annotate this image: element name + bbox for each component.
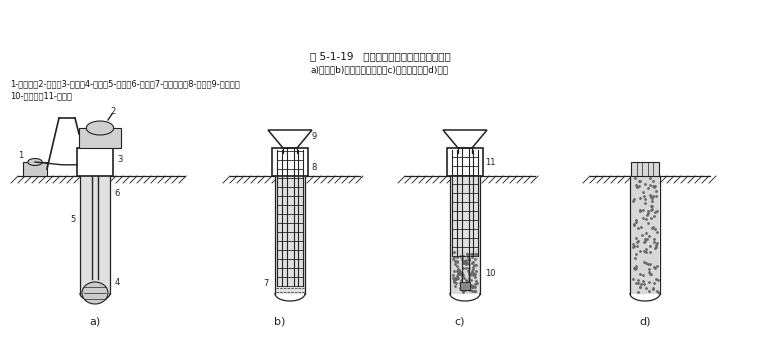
Text: 11: 11 [485,158,496,167]
Bar [631,176,659,293]
Text: 1-泥浆泵；2-钻机；3-护筒；4-钻头；5-钻杆；6-泥浆；7-沉淀泥浆；8-导管；9-钢筋笼；: 1-泥浆泵；2-钻机；3-护筒；4-钻头；5-钻杆；6-泥浆；7-沉淀泥浆；8-… [10,79,239,88]
Bar [23,162,47,176]
Bar [460,282,470,290]
Bar [272,148,308,176]
Text: 5: 5 [70,215,75,224]
Bar [450,176,480,293]
Bar [275,176,305,293]
Text: 7: 7 [263,279,268,288]
Bar [79,128,121,148]
Text: 2: 2 [110,107,116,116]
Text: d): d) [639,316,651,326]
Bar [447,148,483,176]
Bar [631,162,659,176]
Text: 10: 10 [485,269,496,278]
Text: a): a) [90,316,100,326]
Text: b): b) [274,316,286,326]
Text: 8: 8 [311,163,316,172]
Text: 4: 4 [115,278,120,287]
Text: c): c) [454,316,465,326]
Bar [77,148,113,176]
Ellipse shape [87,121,114,135]
Ellipse shape [28,159,43,166]
Text: 1: 1 [18,151,24,160]
Text: 10-隔水塞；11-混凝土: 10-隔水塞；11-混凝土 [10,92,72,100]
Text: 6: 6 [114,189,119,198]
Ellipse shape [82,282,108,304]
Text: 图 5-1-19   泥浆护壁钻孔灌注桩施工顺序图: 图 5-1-19 泥浆护壁钻孔灌注桩施工顺序图 [309,51,451,61]
Bar [452,251,478,293]
Bar [80,176,110,293]
Text: 3: 3 [117,155,122,164]
Text: a)钻孔；b)下钢筋笼及导管；c)灌注混凝土；d)成型: a)钻孔；b)下钢筋笼及导管；c)灌注混凝土；d)成型 [311,66,449,74]
Text: 9: 9 [311,132,316,141]
